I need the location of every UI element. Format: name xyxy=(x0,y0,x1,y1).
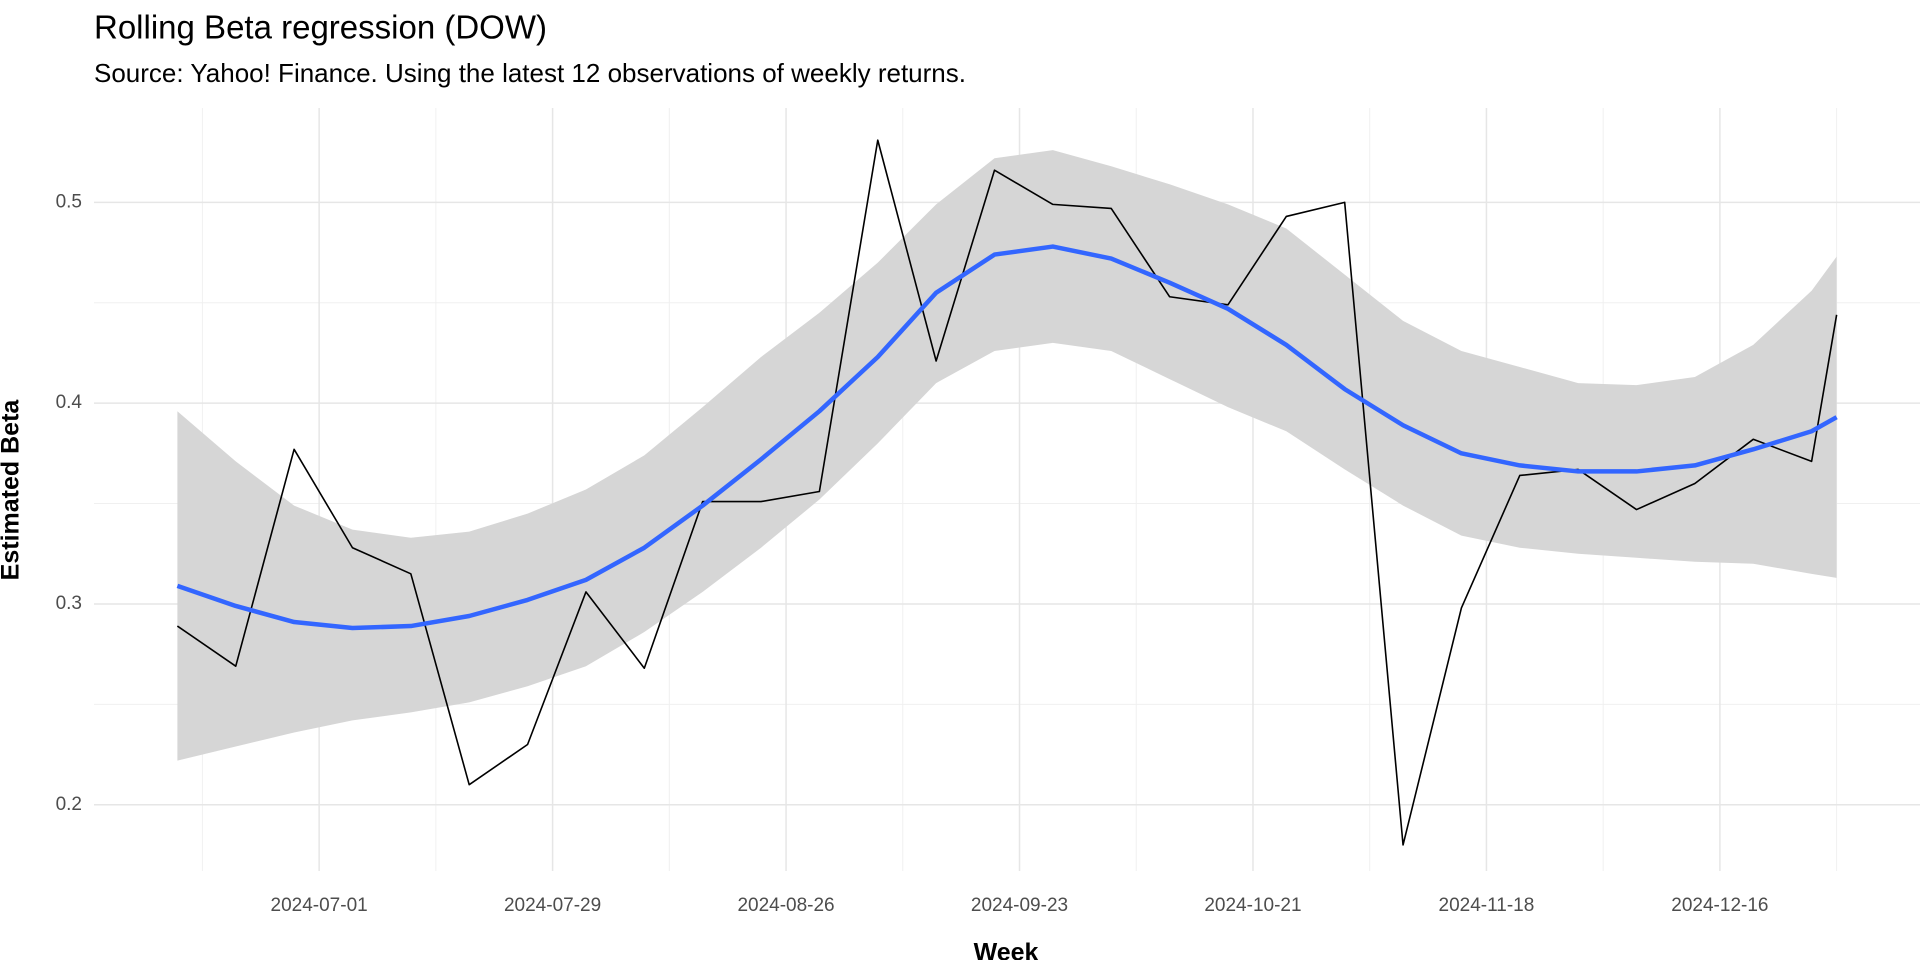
x-tick-label: 2024-07-29 xyxy=(504,895,601,916)
x-tick-label: 2024-10-21 xyxy=(1204,895,1301,916)
y-tick-label: 0.4 xyxy=(56,392,83,413)
confidence-band xyxy=(177,150,1837,761)
y-tick-label: 0.5 xyxy=(56,191,82,212)
x-axis-title: Week xyxy=(974,939,1039,960)
x-tick-label: 2024-11-18 xyxy=(1439,895,1535,916)
y-axis-title: Estimated Beta xyxy=(0,399,25,581)
data-line xyxy=(176,139,1838,846)
x-tick-label: 2024-08-26 xyxy=(737,895,834,916)
chart-title: Rolling Beta regression (DOW) xyxy=(94,9,547,46)
y-tick-label: 0.2 xyxy=(56,794,82,815)
chart-subtitle: Source: Yahoo! Finance. Using the latest… xyxy=(94,58,966,88)
y-tick-label: 0.3 xyxy=(56,593,82,614)
x-tick-label: 2024-12-16 xyxy=(1671,895,1768,916)
x-tick-label: 2024-09-23 xyxy=(971,895,1068,916)
x-tick-label: 2024-07-01 xyxy=(271,895,368,916)
smooth-line xyxy=(176,244,1838,631)
